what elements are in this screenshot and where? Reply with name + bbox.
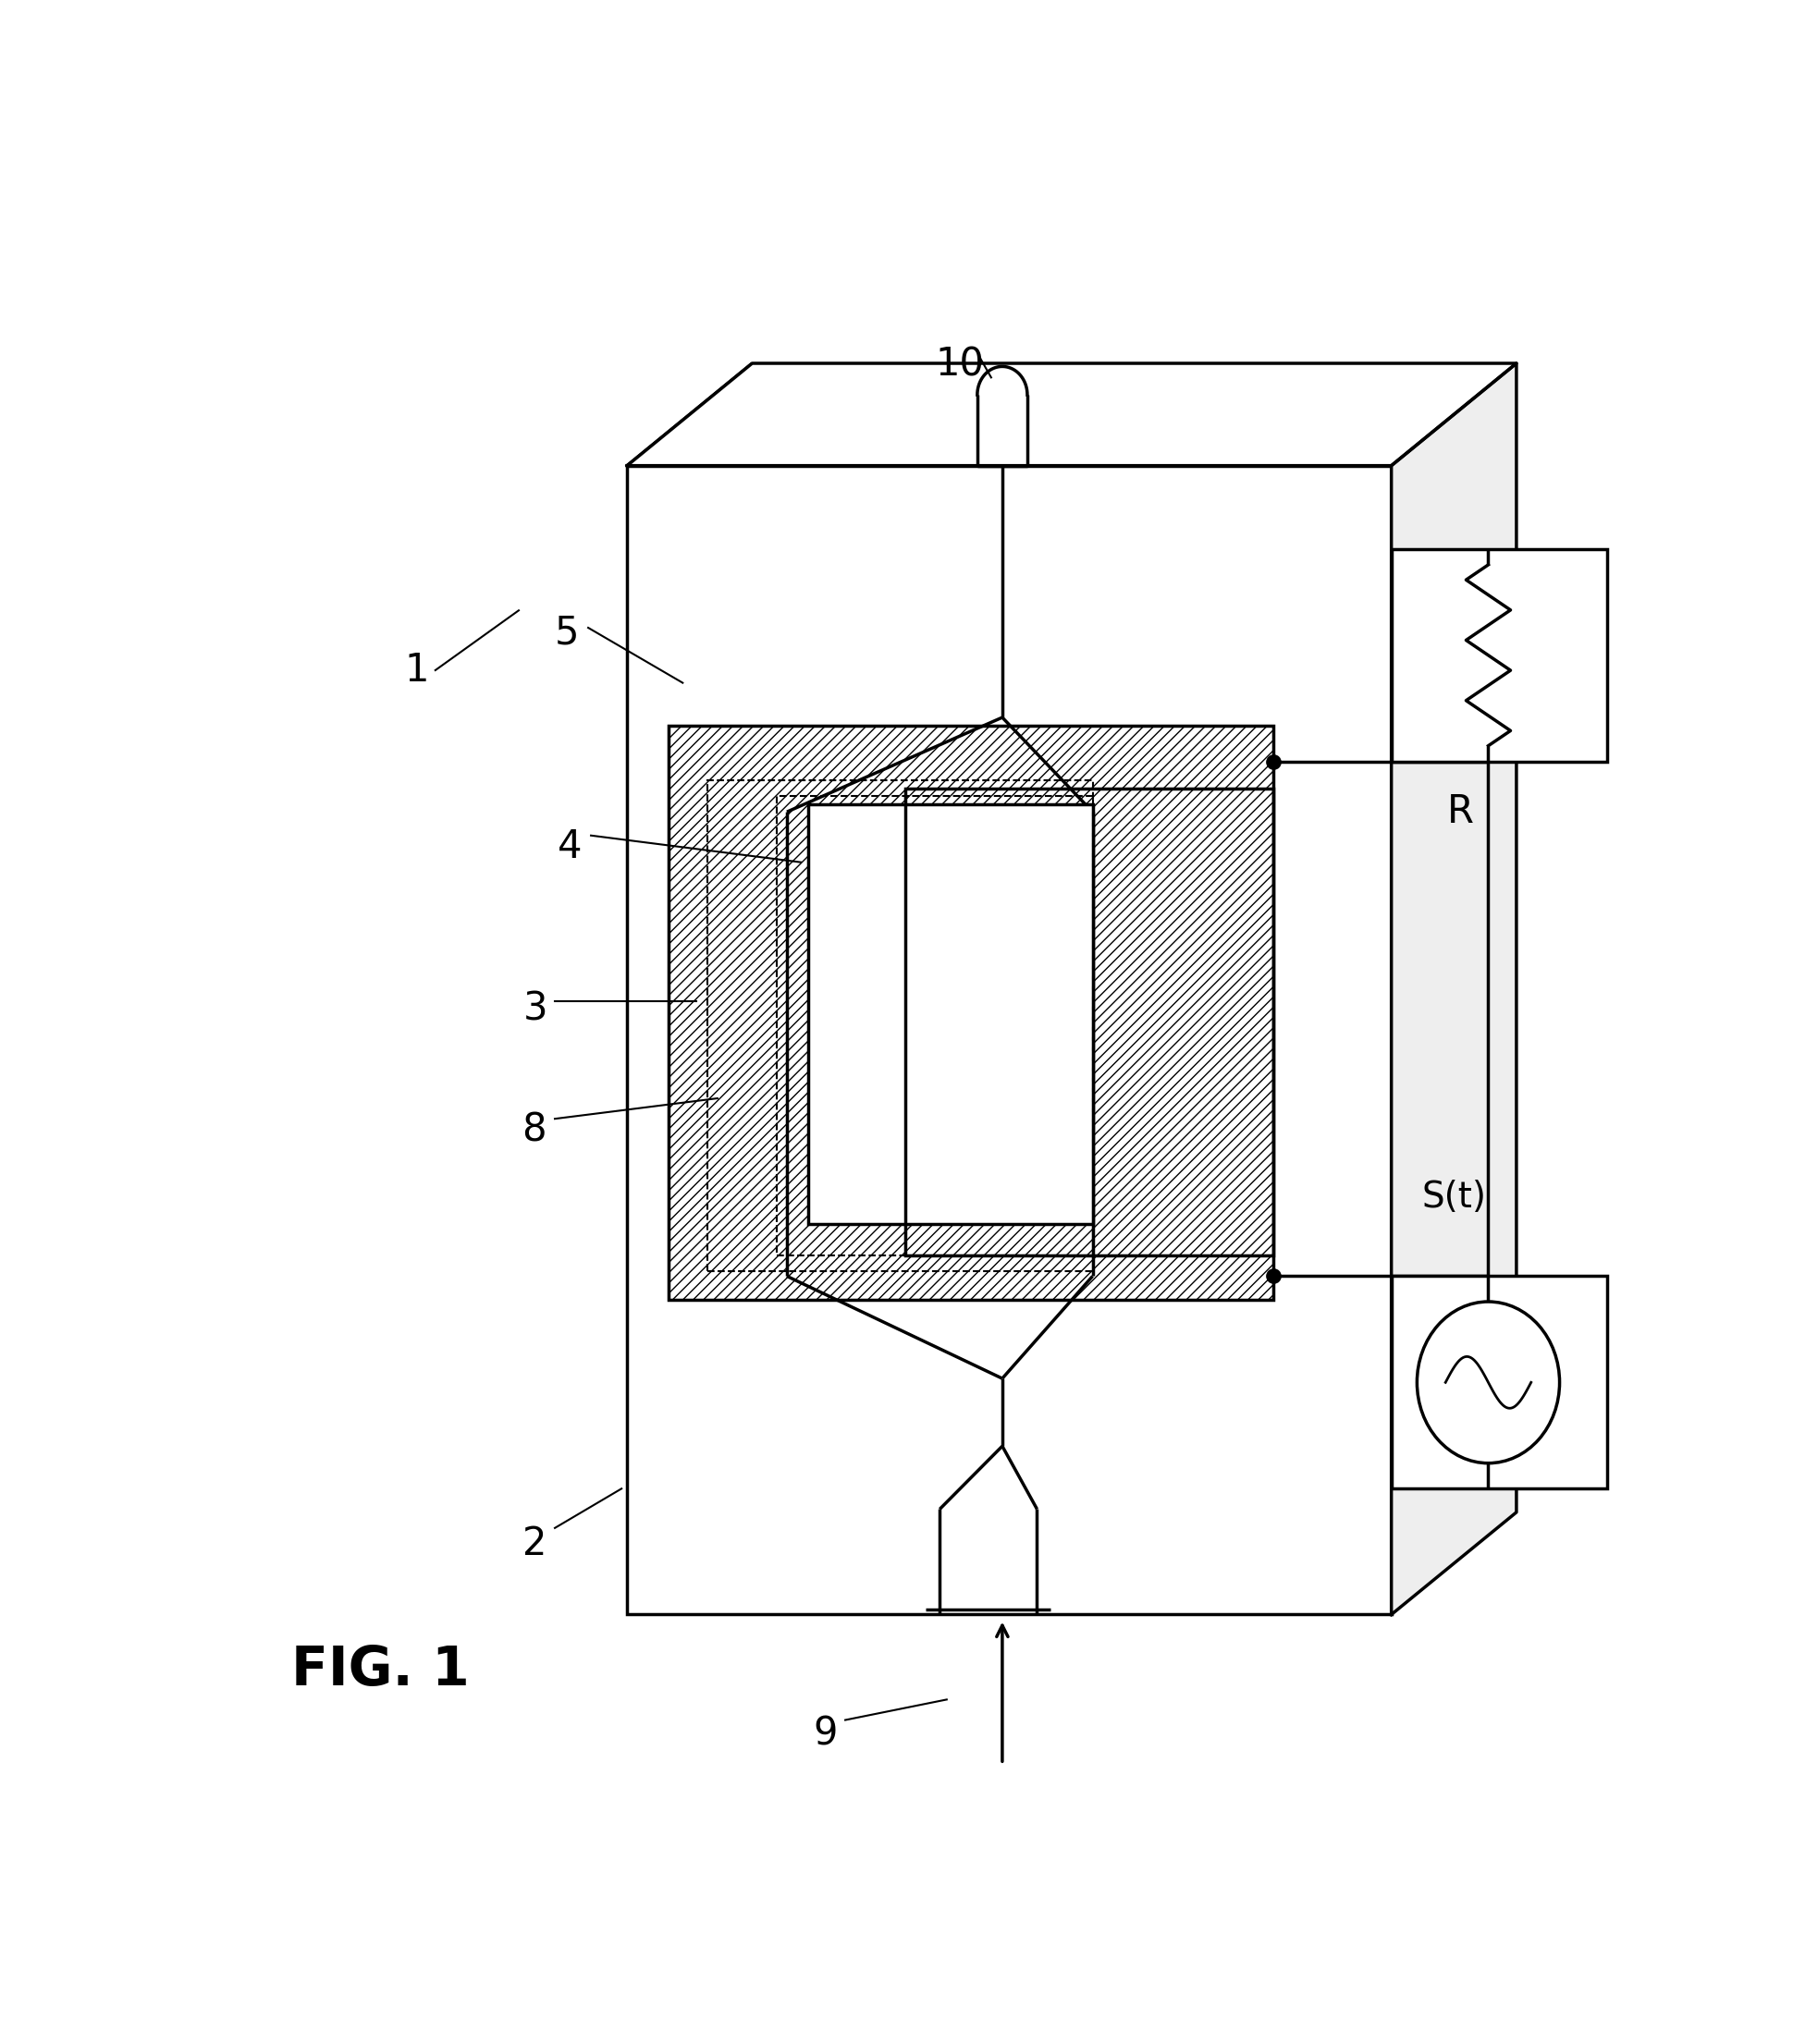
Bar <box>905 789 1273 1255</box>
Bar <box>1391 550 1607 762</box>
Bar <box>807 803 1092 1224</box>
Bar <box>669 726 1273 1300</box>
Text: 1: 1 <box>405 650 429 689</box>
Text: 4: 4 <box>558 828 583 867</box>
Text: 10: 10 <box>936 345 984 384</box>
Bar <box>628 466 1391 1615</box>
Polygon shape <box>628 364 1517 466</box>
Text: 2: 2 <box>524 1525 547 1564</box>
Bar <box>776 795 1092 1255</box>
Text: R: R <box>1447 793 1474 832</box>
Circle shape <box>1416 1302 1560 1464</box>
Polygon shape <box>1391 364 1517 1615</box>
Bar <box>669 726 1273 1300</box>
Text: 3: 3 <box>524 989 547 1028</box>
Text: 9: 9 <box>814 1715 837 1754</box>
Bar <box>1391 1275 1607 1488</box>
Bar <box>708 781 1092 1271</box>
Bar <box>905 789 1273 1255</box>
Text: FIG. 1: FIG. 1 <box>290 1643 470 1697</box>
Text: S(t): S(t) <box>1422 1179 1486 1214</box>
Text: 5: 5 <box>554 613 579 652</box>
Text: 8: 8 <box>522 1110 547 1149</box>
